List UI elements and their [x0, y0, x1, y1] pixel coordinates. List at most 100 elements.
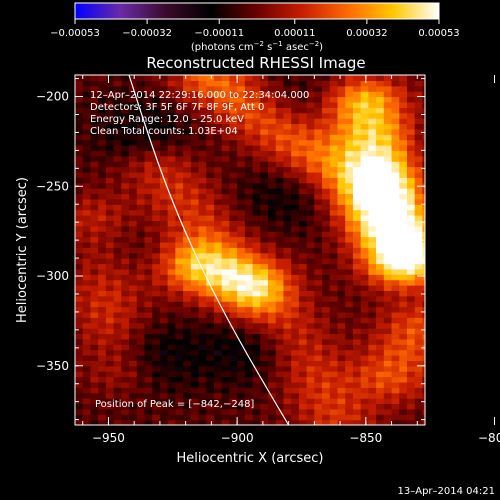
heatmap-cell	[144, 419, 153, 425]
heatmap-cell	[213, 241, 223, 248]
heatmap-cell	[291, 177, 300, 184]
heatmap-cell	[190, 182, 200, 189]
heatmap-cell	[82, 96, 92, 103]
heatmap-cell	[376, 236, 385, 243]
heatmap-cell	[422, 118, 425, 125]
heatmap-cell	[422, 75, 425, 81]
heatmap-cell	[136, 301, 146, 308]
heatmap-cell	[322, 171, 331, 178]
heatmap-cell	[237, 328, 246, 335]
heatmap-cell	[98, 279, 107, 286]
heatmap-cell	[252, 177, 261, 184]
y-tick-label: −200	[36, 90, 69, 104]
heatmap-cell	[98, 419, 107, 425]
heatmap-cell	[206, 193, 215, 200]
heatmap-cell	[322, 398, 331, 405]
heatmap-cell	[283, 349, 292, 356]
heatmap-cell	[167, 171, 176, 178]
heatmap-cell	[376, 263, 385, 270]
heatmap-cell	[306, 177, 315, 184]
heatmap-cell	[291, 285, 300, 291]
heatmap-cell	[221, 306, 231, 313]
heatmap-cell	[167, 338, 176, 345]
heatmap-cell	[113, 376, 122, 383]
heatmap-cell	[237, 225, 246, 232]
heatmap-cell	[159, 419, 169, 425]
heatmap-cell	[152, 290, 161, 297]
heatmap-cell	[399, 145, 408, 151]
heatmap-cell	[90, 328, 99, 335]
heatmap-cell	[337, 398, 346, 405]
heatmap-cell	[298, 231, 308, 238]
heatmap-cell	[221, 150, 231, 157]
heatmap-cell	[322, 247, 331, 254]
heatmap-cell	[90, 403, 99, 410]
heatmap-cell	[198, 145, 207, 151]
heatmap-cell	[291, 198, 300, 205]
heatmap-cell	[260, 225, 269, 232]
heatmap-cell	[206, 306, 215, 313]
heatmap-cell	[82, 128, 92, 135]
heatmap-cell	[422, 317, 425, 324]
heatmap-cell	[291, 112, 300, 119]
heatmap-cell	[221, 241, 231, 248]
heatmap-cell	[252, 134, 261, 141]
heatmap-cell	[136, 236, 146, 243]
heatmap-cell	[213, 344, 223, 351]
heatmap-cell	[391, 333, 400, 340]
heatmap-cell	[283, 225, 292, 232]
heatmap-cell	[159, 75, 169, 81]
heatmap-cell	[183, 161, 192, 168]
heatmap-cell	[306, 155, 315, 162]
heatmap-cell	[306, 306, 315, 313]
heatmap-cell	[90, 220, 99, 227]
heatmap-cell	[283, 258, 292, 265]
heatmap-cell	[190, 231, 200, 238]
heatmap-cell	[237, 96, 246, 103]
heatmap-cell	[345, 268, 354, 275]
heatmap-cell	[98, 263, 107, 270]
heatmap-cell	[175, 322, 184, 329]
heatmap-cell	[206, 295, 215, 302]
heatmap-cell	[244, 247, 254, 254]
heatmap-cell	[198, 155, 207, 162]
heatmap-cell	[75, 155, 84, 162]
heatmap-cell	[190, 215, 200, 221]
heatmap-cell	[345, 274, 354, 281]
heatmap-cell	[190, 198, 200, 205]
heatmap-cell	[237, 365, 246, 372]
heatmap-cell	[206, 285, 215, 291]
heatmap-cell	[229, 333, 238, 340]
heatmap-cell	[121, 322, 130, 329]
heatmap-cell	[345, 344, 354, 351]
heatmap-cell	[414, 376, 424, 383]
heatmap-cell	[275, 182, 285, 189]
heatmap-cell	[422, 161, 425, 168]
heatmap-cell	[406, 171, 416, 178]
heatmap-cell	[136, 91, 146, 98]
heatmap-cell	[298, 150, 308, 157]
heatmap-cell	[121, 387, 130, 394]
heatmap-cell	[75, 322, 84, 329]
heatmap-cell	[268, 101, 277, 108]
heatmap-cell	[391, 161, 400, 168]
heatmap-cell	[360, 231, 369, 238]
heatmap-cell	[183, 252, 192, 259]
heatmap-cell	[383, 306, 393, 313]
heatmap-cell	[329, 193, 339, 200]
heatmap-cell	[322, 258, 331, 265]
heatmap-cell	[221, 188, 231, 195]
heatmap-cell	[144, 204, 153, 211]
heatmap-cell	[376, 198, 385, 205]
heatmap-cell	[75, 328, 84, 335]
heatmap-cell	[221, 204, 231, 211]
heatmap-cell	[252, 215, 261, 221]
heatmap-cell	[237, 403, 246, 410]
heatmap-cell	[329, 198, 339, 205]
heatmap-cell	[391, 101, 400, 108]
heatmap-cell	[368, 403, 377, 410]
heatmap-cell	[98, 360, 107, 367]
heatmap-cell	[360, 311, 369, 318]
heatmap-cell	[82, 279, 92, 286]
heatmap-cell	[229, 355, 238, 361]
